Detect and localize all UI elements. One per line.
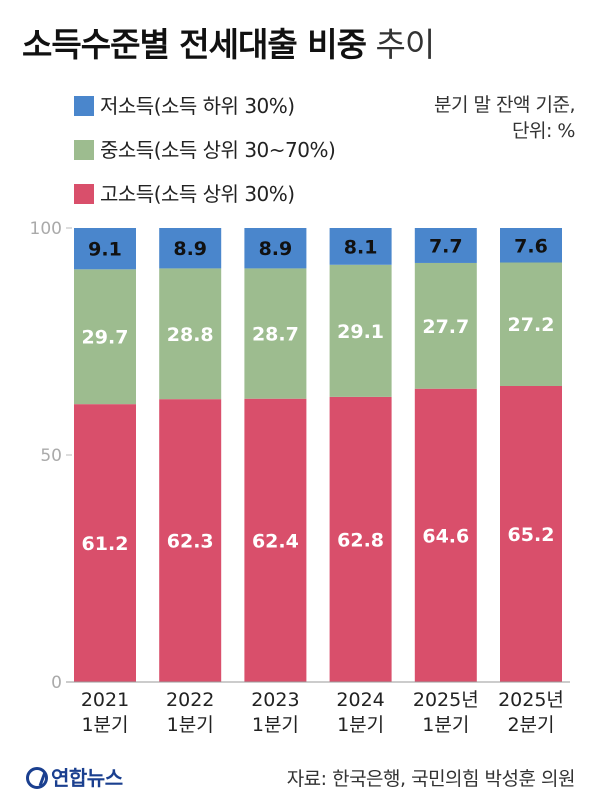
bar-segment [244,268,307,399]
bar-segment [500,228,562,263]
bar-segment [414,262,477,389]
x-tick-label: 2023 [251,689,299,711]
data-label: 29.7 [82,327,129,349]
data-label: 9.1 [88,239,122,261]
data-label: 27.2 [508,314,555,336]
y-tick-label: 0 [51,673,62,693]
data-label: 28.8 [167,324,214,346]
bar-segment [159,268,222,400]
unit-note: 분기 말 잔액 기준, 단위: % [433,92,576,144]
bar-segment [329,396,392,682]
title-suffix: 추이 [375,25,435,64]
data-label: 7.7 [429,235,463,257]
bar-segment [500,262,562,386]
bar-segment [414,388,477,682]
bar-segment [329,264,392,397]
x-tick-label: 1분기 [337,714,384,736]
x-tick-label: 2분기 [507,714,554,736]
bar-segment [74,404,136,682]
bar-segment [329,228,392,265]
legend-label-mid: 중소득(소득 상위 30~70%) [100,138,336,162]
legend-swatch-low [74,96,94,116]
logo-text: 연합뉴스 [51,766,123,790]
data-label: 28.7 [252,324,299,346]
bar-segment [244,398,307,682]
source-note: 자료: 한국은행, 국민의힘 박성훈 의원 [286,768,576,790]
yonhap-logo-icon [26,767,48,789]
x-tick-label: 1분기 [422,714,469,736]
data-label: 65.2 [508,524,555,546]
bar-segment [74,269,136,405]
x-tick-label: 2025년 [498,689,564,711]
data-label: 62.4 [252,530,299,552]
data-label: 8.9 [259,238,293,260]
data-label: 62.3 [167,531,214,553]
chart-title: 소득수준별 전세대출 비중 추이 [22,18,435,66]
title-main: 소득수준별 전세대출 비중 [22,25,367,64]
x-tick-label: 2022 [166,689,214,711]
y-tick-label: 100 [30,219,62,239]
bar-segment [159,228,222,269]
bar-segment [414,228,477,263]
logo: 연합뉴스 [26,762,123,791]
y-tick-label: 50 [40,446,62,466]
data-label: 7.6 [514,235,548,257]
unit-note-basis: 분기 말 잔액 기준, [433,94,576,116]
legend-swatch-mid [74,140,94,160]
x-tick-label: 1분기 [167,714,214,736]
data-label: 62.8 [337,529,384,551]
x-tick-label: 2024 [336,689,384,711]
x-tick-label: 2021 [81,689,129,711]
data-label: 64.6 [422,525,469,547]
bar-segment [159,399,222,682]
x-tick-label: 2025년 [413,689,479,711]
legend-label-high: 고소득(소득 상위 30%) [100,182,295,206]
data-label: 8.9 [173,238,207,260]
bar-segment [500,385,562,682]
bar-segment [74,228,136,270]
data-label: 27.7 [422,316,469,338]
legend-swatch-high [74,184,94,204]
unit-note-unit: 단위: % [512,120,575,142]
bar-segment [244,228,307,269]
legend-label-low: 저소득(소득 하위 30%) [100,94,295,118]
data-label: 61.2 [82,533,129,555]
x-tick-label: 1분기 [252,714,299,736]
x-tick-label: 1분기 [81,714,128,736]
data-label: 8.1 [344,236,378,258]
data-label: 29.1 [337,321,384,343]
